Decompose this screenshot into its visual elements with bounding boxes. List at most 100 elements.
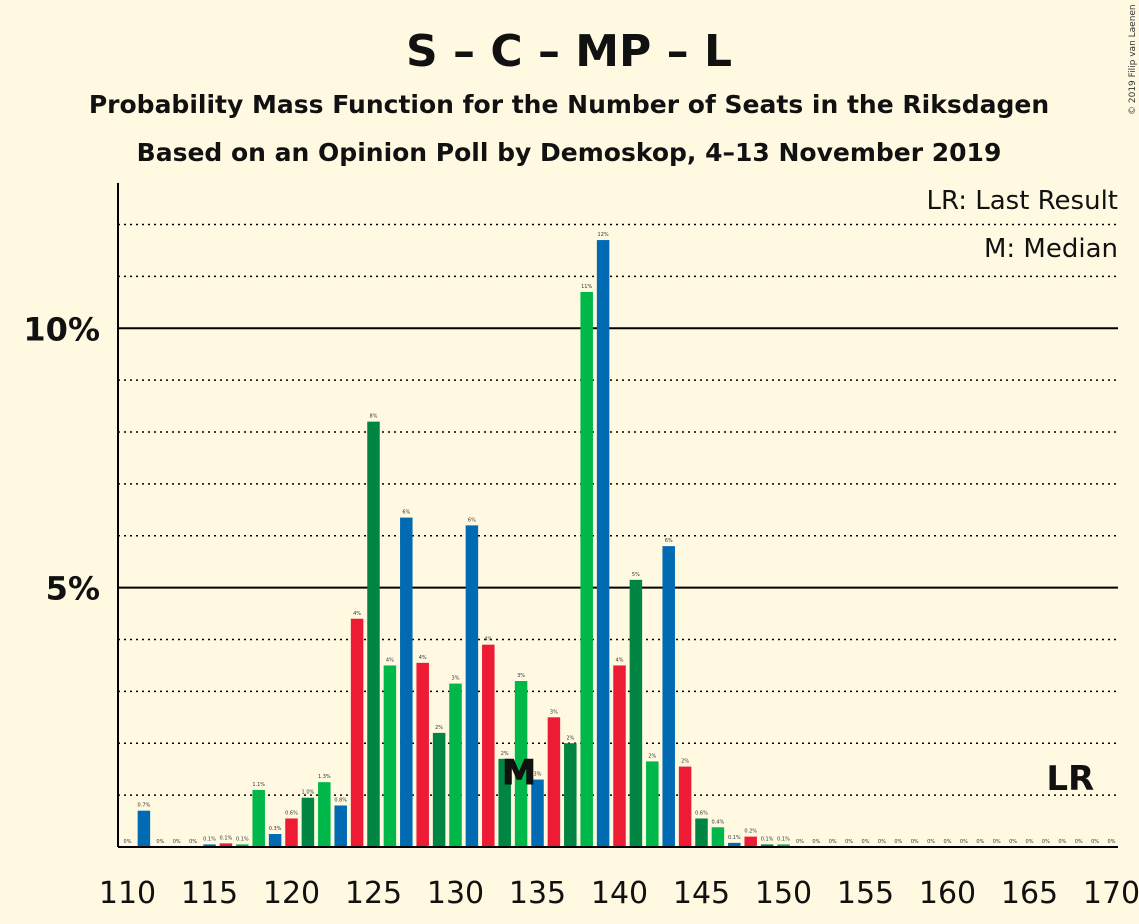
data-label-seat-128: 4% <box>419 655 427 661</box>
x-tick-label: 120 <box>263 876 320 911</box>
bar-seat-140 <box>613 665 626 847</box>
data-label-seat-115: 0.1% <box>203 836 216 842</box>
data-label-seat-143: 6% <box>665 538 673 544</box>
data-label-seat-150: 0.1% <box>777 836 790 842</box>
bar-seat-129 <box>432 732 446 847</box>
x-tick-label: 140 <box>591 876 648 911</box>
data-label-seat-156: 0% <box>878 839 886 845</box>
data-label-seat-121: 1.0% <box>302 790 315 796</box>
data-label-seat-127: 6% <box>402 510 410 516</box>
data-label-seat-168: 0% <box>1075 839 1083 845</box>
y-tick-labels: 5% 10% <box>23 310 100 607</box>
data-label-seat-155: 0% <box>862 839 870 845</box>
bar-seat-130 <box>449 683 462 847</box>
x-tick-label: 145 <box>673 876 730 911</box>
bar-seat-136 <box>547 717 561 847</box>
last-result-marker: LR <box>1046 759 1094 799</box>
data-label-seat-167: 0% <box>1058 839 1066 845</box>
data-label-seat-169: 0% <box>1091 839 1099 845</box>
x-tick-label: 150 <box>755 876 812 911</box>
median-marker: M <box>502 753 536 793</box>
y-tick-label: 5% <box>46 570 100 608</box>
bar-seat-131 <box>465 525 479 847</box>
data-label-seat-113: 0% <box>173 839 181 845</box>
data-label-seat-145: 0.6% <box>695 810 708 816</box>
bar-seat-118 <box>252 789 265 847</box>
bar-seat-127 <box>400 517 413 847</box>
data-label-seat-161: 0% <box>960 839 968 845</box>
x-tick-labels: 110 115 120 125 130 135 140 145 150 155 160 165 170 <box>99 876 1139 911</box>
bar-seat-146 <box>711 827 725 847</box>
bar-seat-123 <box>334 805 347 847</box>
bar-seat-119 <box>268 834 282 847</box>
bar-seat-124 <box>350 618 364 847</box>
chart-title: S – C – MP – L <box>406 26 732 77</box>
bar-seat-147 <box>728 842 741 847</box>
data-label-seat-132: 4% <box>484 637 492 643</box>
data-label-seat-144: 2% <box>681 759 689 765</box>
data-label-seat-139: 12% <box>598 232 609 238</box>
bar-seat-132 <box>482 644 495 847</box>
bar-seat-139 <box>596 240 610 847</box>
data-label-seat-122: 1.3% <box>318 774 331 780</box>
copyright-credit: © 2019 Filip van Laenen <box>1128 4 1138 115</box>
data-label-seat-119: 0.3% <box>269 826 282 832</box>
x-tick-label: 115 <box>181 876 238 911</box>
data-label-seat-158: 0% <box>911 839 919 845</box>
data-label-seat-125: 8% <box>370 414 378 420</box>
data-label-seat-160: 0% <box>944 839 952 845</box>
data-label-seat-116: 0.1% <box>220 835 233 841</box>
bar-seat-116 <box>219 843 233 847</box>
data-label-seat-136: 3% <box>550 709 558 715</box>
bar-seat-145 <box>695 818 708 847</box>
data-label-seat-166: 0% <box>1042 839 1050 845</box>
bar-seat-122 <box>318 782 331 847</box>
bar-seat-150 <box>777 844 790 847</box>
data-label-seat-120: 0.6% <box>285 810 298 816</box>
data-label-seat-129: 2% <box>435 725 443 731</box>
data-label-seat-162: 0% <box>976 839 984 845</box>
data-label-seat-137: 2% <box>566 735 574 741</box>
bar-seat-121 <box>301 797 315 847</box>
data-label-seat-135: 3% <box>534 772 542 778</box>
x-tick-label: 110 <box>99 876 156 911</box>
bar-seat-120 <box>285 818 298 847</box>
data-label-seat-151: 0% <box>796 839 804 845</box>
bar-seat-141 <box>629 579 643 847</box>
x-tick-label: 170 <box>1083 876 1139 911</box>
bar-seat-128 <box>416 662 429 847</box>
data-label-seat-164: 0% <box>1009 839 1017 845</box>
bar-seat-117 <box>236 844 249 847</box>
x-tick-label: 155 <box>837 876 894 911</box>
data-label-seat-152: 0% <box>812 839 820 845</box>
bar-seat-149 <box>760 844 774 847</box>
bar-seat-111 <box>137 810 151 847</box>
data-label-seat-163: 0% <box>993 839 1001 845</box>
data-label-seat-112: 0% <box>156 839 164 845</box>
data-label-seat-157: 0% <box>894 839 902 845</box>
data-label-seat-117: 0.1% <box>236 836 249 842</box>
bar-seat-144 <box>678 766 692 847</box>
x-tick-label: 125 <box>345 876 402 911</box>
axes-group <box>117 183 1118 848</box>
data-labels-group: 0%0.7%0% 0% 0% 0.1% 0.1% 0.1%1.1%0.3%0.6%1.0%… <box>124 232 1116 845</box>
x-tick-label: 160 <box>919 876 976 911</box>
data-label-seat-131: 6% <box>468 517 476 523</box>
bar-seat-143 <box>662 546 675 847</box>
x-tick-label: 165 <box>1001 876 1058 911</box>
bar-seat-134 <box>514 681 528 847</box>
data-label-seat-114: 0% <box>189 839 197 845</box>
bar-seat-148 <box>744 836 757 847</box>
data-label-seat-146: 0.4% <box>712 819 725 825</box>
chart-subtitle-poll: Based on an Opinion Poll by Demoskop, 4–… <box>137 138 1002 167</box>
legend-median: M: Median <box>984 234 1118 264</box>
data-label-seat-138: 11% <box>581 284 592 290</box>
bar-seat-126 <box>383 665 397 847</box>
data-label-seat-154: 0% <box>845 839 853 845</box>
data-label-seat-130: 3% <box>452 676 460 682</box>
legend-last-result: LR: Last Result <box>926 186 1118 216</box>
data-label-seat-170: 0% <box>1108 839 1116 845</box>
bar-seat-137 <box>564 743 577 847</box>
bar-seat-125 <box>367 421 380 847</box>
